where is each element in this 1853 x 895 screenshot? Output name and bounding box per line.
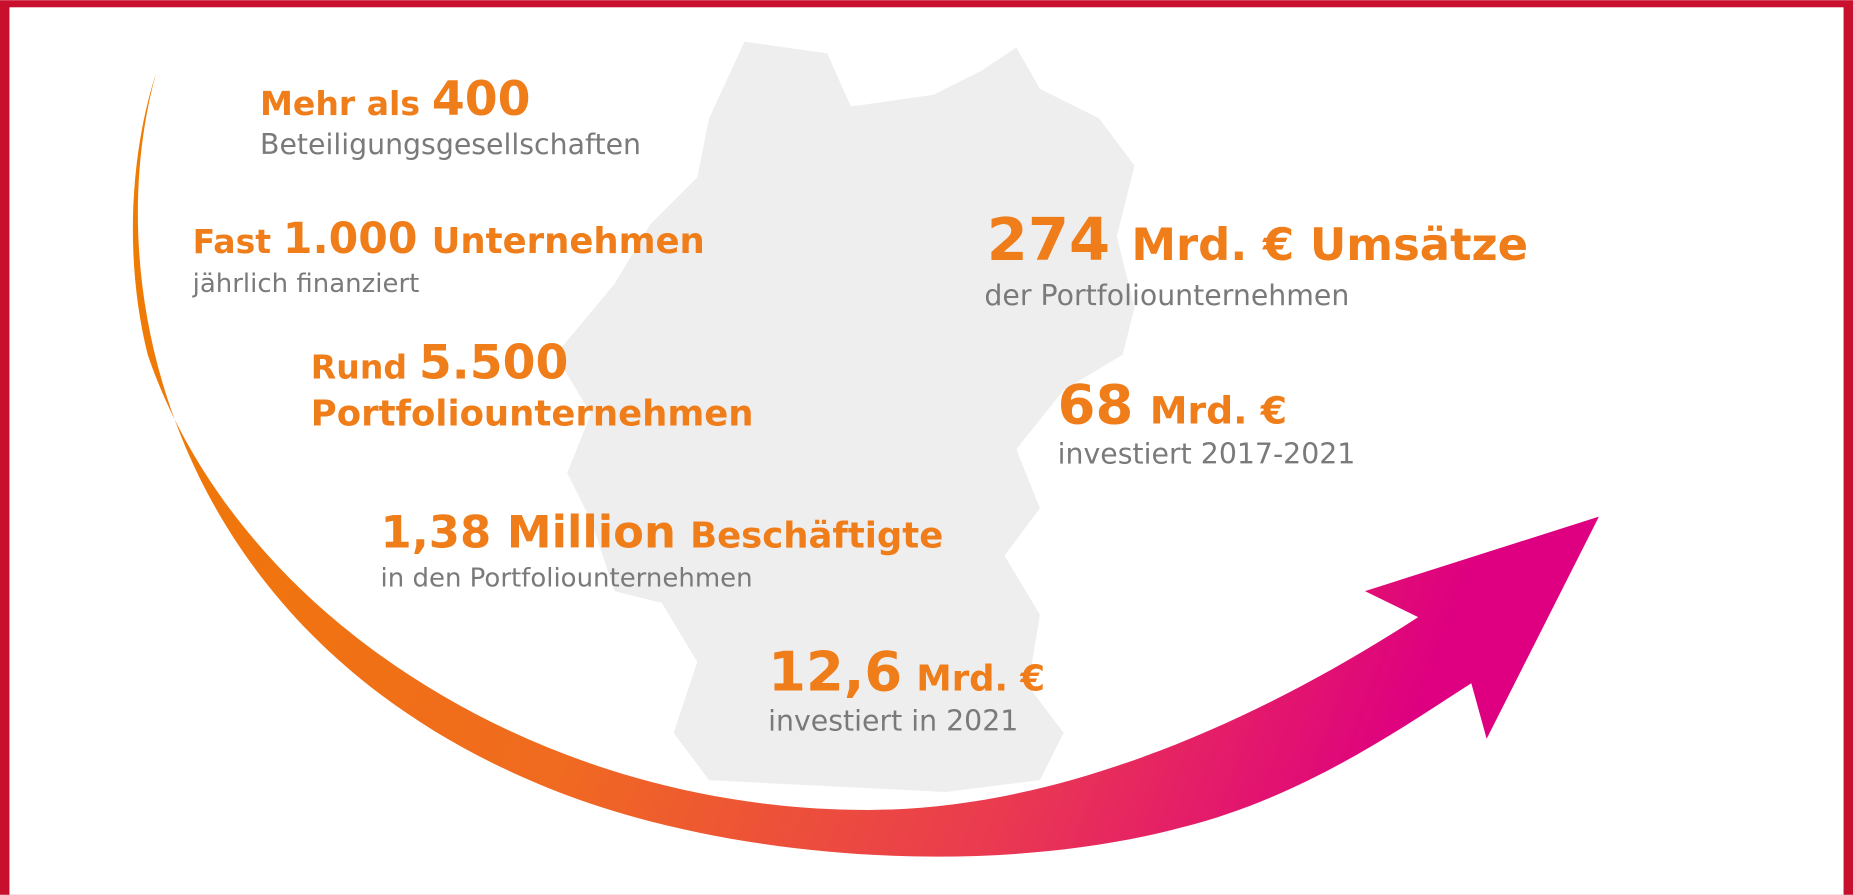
headline-line2: Portfoliounternehmen	[311, 394, 754, 435]
item-headline: Fast 1.000 Unternehmen	[193, 215, 705, 264]
item-subtitle: investiert in 2021	[768, 705, 1018, 738]
item-subtitle: investiert 2017-2021	[1058, 437, 1356, 470]
headline-number: 1.000	[283, 215, 418, 264]
headline-suffix: Mrd. €	[1150, 388, 1287, 432]
item-headline: 12,6 Mrd. €	[768, 640, 1045, 703]
item-subtitle: jährlich finanziert	[192, 269, 420, 299]
headline-number: 5.500	[419, 335, 569, 390]
item-subtitle: der Portfoliounternehmen	[984, 279, 1349, 312]
headline-number: 68	[1058, 373, 1134, 436]
headline-prefix: Mehr als	[260, 84, 420, 123]
item-headline: 1,38 Million Beschäftigte	[381, 505, 944, 558]
item-headline: Mehr als 400	[260, 72, 531, 127]
item-headline: 68 Mrd. €	[1058, 373, 1287, 436]
headline-prefix: Fast	[193, 222, 272, 261]
headline-suffix: Beschäftigte	[690, 515, 943, 556]
headline-suffix: Mrd. €	[916, 658, 1045, 699]
headline-number: 12,6	[768, 640, 902, 703]
headline-suffix: Unternehmen	[432, 221, 705, 262]
item-subtitle: Beteiligungsgesellschaften	[260, 128, 641, 161]
headline-number: 400	[432, 72, 531, 127]
headline-number: 274	[987, 205, 1110, 274]
map-silhouette	[555, 41, 1135, 792]
item-headline: Rund 5.500	[311, 335, 569, 390]
item-subtitle: in den Portfoliounternehmen	[381, 563, 753, 593]
item-headline: 274 Mrd. € Umsätze	[987, 205, 1528, 274]
headline-prefix: Rund	[311, 347, 407, 386]
headline-suffix: Mrd. € Umsätze	[1131, 218, 1528, 271]
headline-number: 1,38 Million	[381, 505, 676, 558]
